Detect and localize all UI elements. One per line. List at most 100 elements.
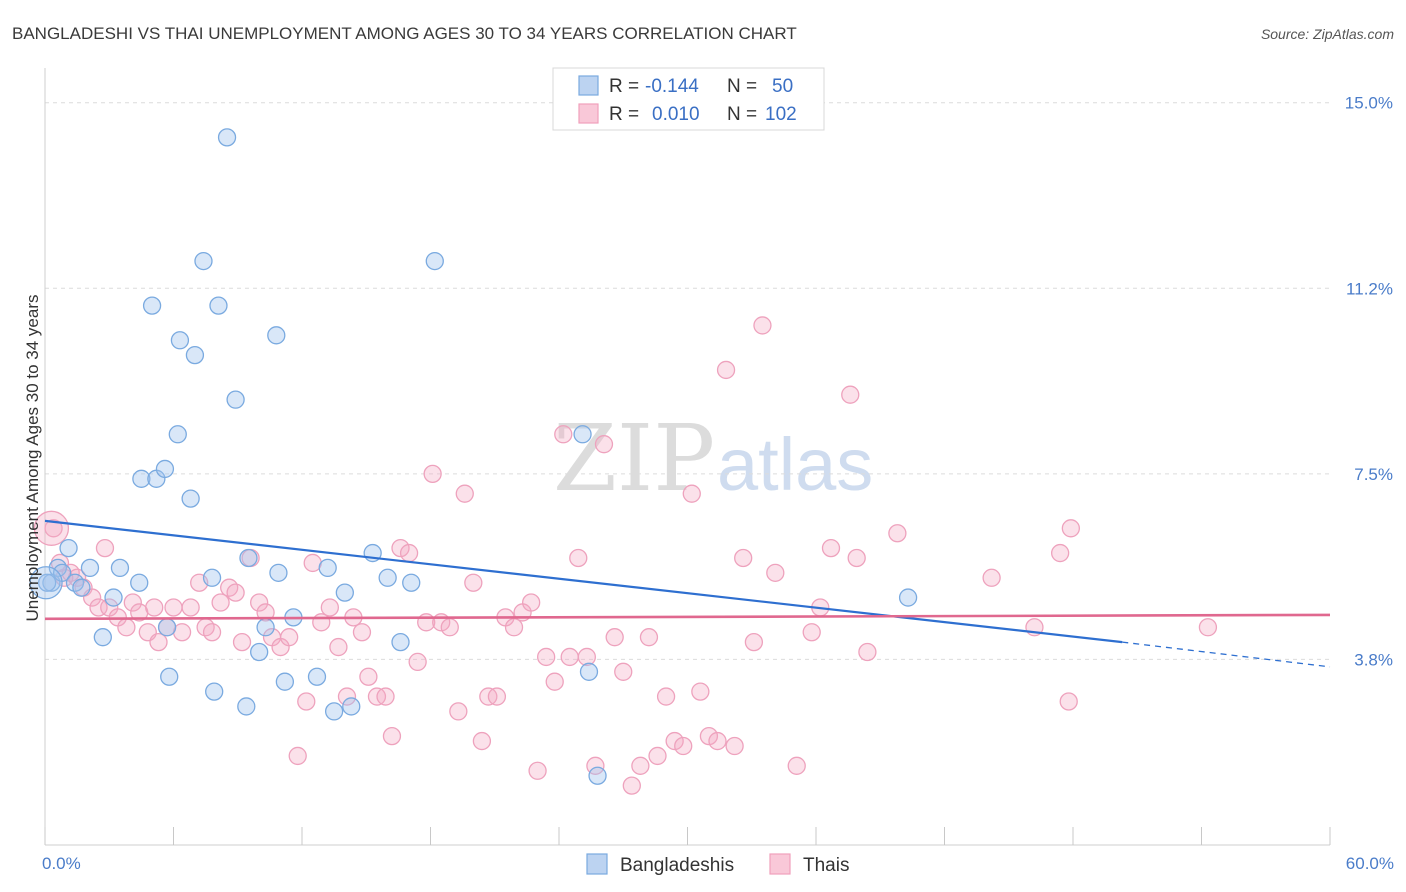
thai-point (164, 598, 183, 617)
thai-point (725, 736, 744, 756)
bangladeshi-point (205, 682, 224, 701)
thai-point (691, 682, 710, 701)
bangladeshi-point (209, 296, 228, 315)
y-axis-label: Unemployment Among Ages 30 to 34 years (23, 295, 42, 622)
thai-point (376, 687, 395, 706)
bangladeshi-point (155, 459, 175, 479)
bangladeshi-point (267, 326, 286, 345)
thai-point (440, 618, 459, 637)
thai-point (545, 672, 564, 691)
stats-n-value-1: 50 (772, 76, 793, 97)
thai-point (250, 593, 269, 612)
bangladeshi-point (168, 425, 187, 444)
svg-text:ZIP: ZIP (553, 405, 715, 512)
bangladeshi-point (185, 345, 205, 365)
bangladeshi-point (898, 588, 918, 607)
bangladeshi-point (110, 558, 130, 578)
svg-text:atlas: atlas (717, 423, 873, 506)
stats-swatch-blue (578, 75, 599, 96)
thai-point (487, 687, 507, 706)
thai-point (605, 628, 624, 647)
thai-point (297, 692, 316, 711)
bangladeshi-point (104, 588, 123, 607)
thai-point (648, 746, 667, 766)
thai-point (211, 593, 230, 612)
thai-point (802, 623, 821, 642)
bangladeshi-point (307, 667, 327, 686)
thai-point (674, 736, 693, 756)
thai-point (320, 598, 339, 617)
thai-point (391, 538, 410, 558)
series-legend: Bangladeshis Thais (586, 853, 849, 876)
thai-point (569, 548, 588, 568)
thai-point (464, 573, 483, 592)
bangladeshi-point (324, 702, 344, 721)
thai-point (577, 647, 596, 667)
bangladeshi-point (72, 578, 91, 597)
thai-point (982, 568, 1001, 587)
bangladeshi-point (318, 558, 337, 578)
bangladeshi-point (130, 573, 149, 592)
legend-label-thais: Thais (803, 855, 849, 876)
thai-point (337, 687, 357, 706)
bangladeshi-point (237, 697, 256, 716)
bangladeshi-point (181, 489, 200, 508)
y-tick-label: 3.8% (1354, 650, 1393, 669)
thai-point (226, 583, 245, 602)
bangladeshi-point (250, 642, 269, 662)
thai-point (699, 726, 719, 746)
y-tick-label: 11.2% (1346, 279, 1393, 298)
thai-point (279, 628, 299, 647)
thai-point (594, 435, 614, 454)
thai-point (408, 652, 427, 672)
thai-point (734, 548, 753, 568)
thai-point (753, 316, 772, 335)
thai-point (359, 667, 378, 686)
thai-point (522, 593, 541, 612)
chart-source: Source: ZipAtlas.com (1261, 26, 1394, 42)
grid (45, 102, 1330, 660)
stats-n-value-2: 102 (765, 104, 797, 125)
bangladeshi-point (142, 296, 162, 315)
bangladeshi-point (378, 568, 397, 587)
legend-label-bangladeshis: Bangladeshis (620, 855, 734, 876)
bangladeshi-point (29, 566, 63, 600)
bangladeshi-point (226, 390, 245, 409)
bangladeshi-point (402, 573, 421, 592)
thai-point (117, 618, 136, 637)
legend-swatch-thais (769, 853, 791, 875)
thai-point (821, 538, 841, 558)
stats-r-label-2: R = (609, 104, 639, 125)
thai-point (888, 524, 907, 543)
thai-point (44, 519, 63, 538)
thai-point (841, 385, 860, 404)
bangladeshi-trend-extension (1122, 641, 1331, 668)
thai-point (639, 628, 659, 647)
thai-point (288, 746, 307, 766)
stats-n-label-2: N = (727, 104, 757, 125)
x-tick-min: 0.0% (42, 854, 81, 873)
bangladeshi-point (194, 251, 213, 271)
stats-n-label-1: N = (727, 76, 757, 97)
thai-point (232, 632, 252, 652)
watermark: ZIP atlas (553, 405, 873, 512)
thai-point (399, 543, 419, 563)
thai-point (537, 647, 556, 667)
legend-swatch-bangladeshis (586, 853, 608, 875)
bangladeshi-point (37, 573, 57, 592)
chart-title: BANGLADESHI VS THAI UNEMPLOYMENT AMONG A… (12, 24, 797, 43)
thai-point (682, 484, 701, 503)
thai-point (528, 761, 547, 780)
trend-lines (44, 519, 1331, 668)
stats-legend: R = -0.144 N = 50 R = 0.010 N = 102 (552, 67, 825, 131)
bangladeshi-point (342, 697, 361, 716)
bangladeshi-point (335, 583, 354, 602)
bangladeshi-point (573, 425, 592, 444)
bangladeshi-point (80, 558, 100, 578)
bangladeshi-point (157, 618, 177, 637)
thai-trend-line (44, 613, 1331, 621)
thai-point (181, 598, 200, 617)
thai-point (614, 662, 633, 681)
y-tick-label: 7.5% (1354, 465, 1393, 484)
